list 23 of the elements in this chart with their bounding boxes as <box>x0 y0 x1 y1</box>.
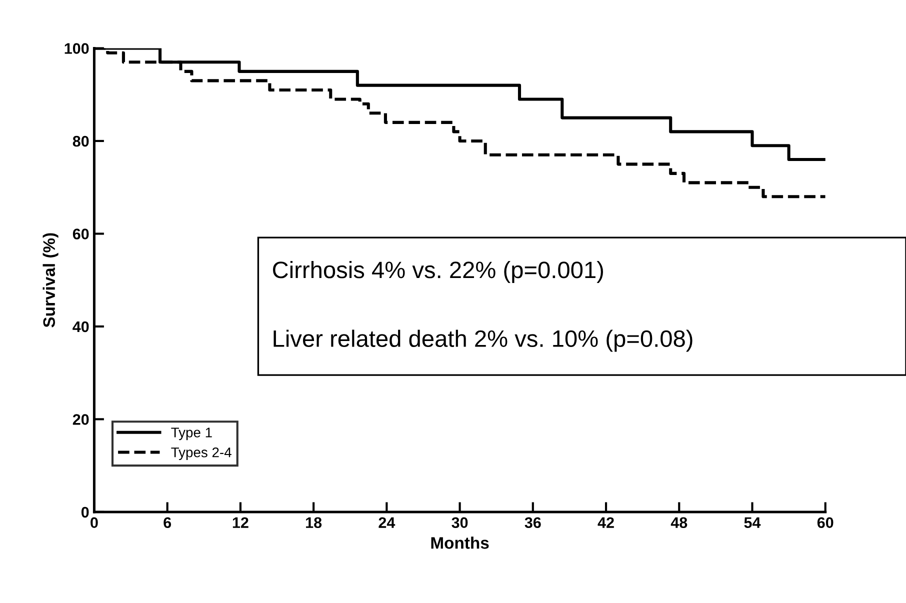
y-tick-label: 0 <box>81 506 89 518</box>
x-tick-label: 18 <box>306 517 322 528</box>
x-tick-label: 54 <box>744 517 761 528</box>
annotation: Liver related death 2% vs. 10% (p=0.08) <box>274 330 692 352</box>
x-tick-label: 42 <box>598 517 614 528</box>
x-tick-label: 0 <box>90 517 98 528</box>
y-tick-label: 20 <box>72 414 89 425</box>
y-tick-label: 80 <box>72 136 89 147</box>
x-tick-label: 12 <box>232 517 248 528</box>
x-tick-label: 48 <box>670 517 688 528</box>
annotation: Cirrhosis 4% vs. 22% (p=0.001) <box>273 260 603 283</box>
legend-label: Type 1 <box>171 428 212 440</box>
y-tick-label: 100 <box>64 43 89 54</box>
x-tick-label: 30 <box>452 517 468 528</box>
y-tick-label: 60 <box>72 228 89 240</box>
x-tick-label: 60 <box>817 517 834 528</box>
y-tick-label: 40 <box>72 321 89 332</box>
x-tick-label: 24 <box>378 517 396 528</box>
x-axis-title: Months <box>431 536 489 549</box>
y-axis-title: Survival (%) <box>42 233 58 328</box>
legend-label: Types 2-4 <box>171 447 232 460</box>
x-tick-label: 36 <box>524 517 541 528</box>
x-tick-label: 6 <box>164 517 172 528</box>
